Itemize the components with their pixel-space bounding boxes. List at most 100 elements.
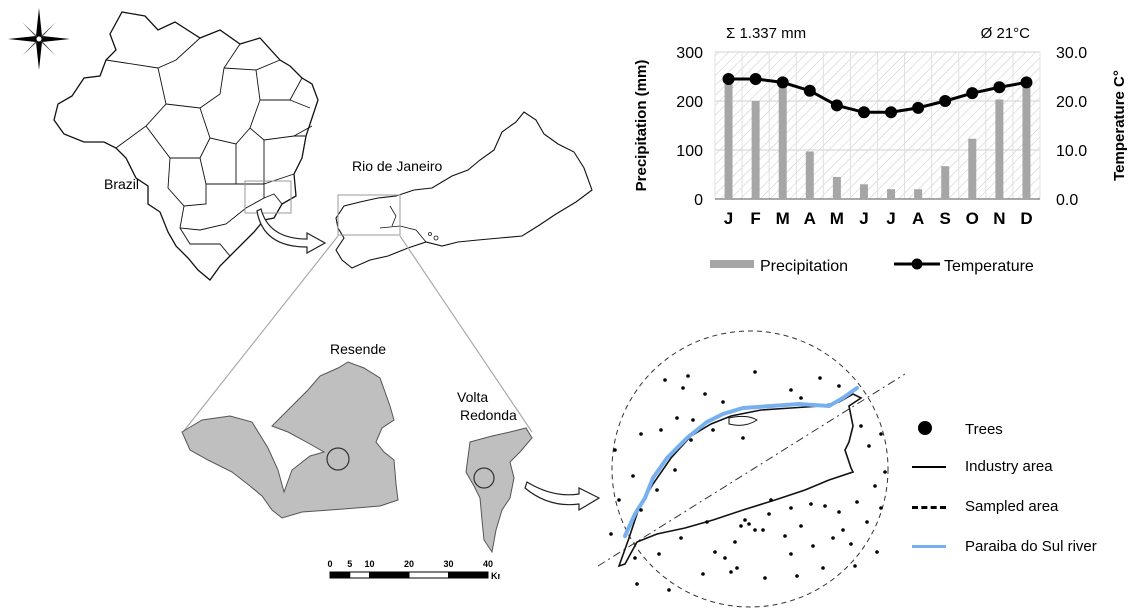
x-tick-label: A (804, 209, 816, 228)
brazil-label: Brazil (104, 176, 140, 192)
x-tick-label: O (966, 209, 979, 228)
tree-dot (617, 498, 621, 502)
precipitation-total-annotation: Σ 1.337 mm (726, 25, 806, 42)
rj-state-map (335, 111, 593, 269)
curved-arrow-icon-2 (524, 481, 601, 512)
tree-dot (659, 428, 663, 432)
legend-label-river: Paraiba do Sul river (965, 538, 1097, 555)
tree-dot (753, 370, 757, 374)
tree-dot (711, 428, 715, 432)
tree-dot (743, 518, 747, 522)
temperature-point (830, 99, 843, 112)
y-tick-label: 0 (694, 192, 703, 209)
scale-bar-tick-label: 5 (347, 559, 352, 569)
tree-dot (831, 536, 835, 540)
precipitation-bar (805, 151, 814, 199)
temperature-point (857, 106, 870, 119)
tree-dot (837, 510, 841, 514)
tree-dot (841, 528, 845, 532)
legend-precipitation-label: Precipitation (760, 258, 848, 275)
legend-item-river: Paraiba do Sul river (912, 538, 1137, 562)
tree-dot (821, 566, 825, 570)
temperature-mean-annotation: Ø 21°C (981, 25, 1031, 42)
river-line-icon (912, 545, 946, 548)
scale-bar-tick-label: 40 (483, 559, 493, 569)
tree-dot (883, 470, 887, 474)
precipitation-bar (914, 189, 923, 199)
precipitation-bar (887, 189, 896, 199)
scale-bar-tick-label: 20 (404, 559, 414, 569)
curved-arrow-icon (256, 208, 327, 255)
temperature-point (912, 101, 925, 114)
volta-redonda-shape (465, 427, 533, 554)
tree-dot (855, 500, 859, 504)
brazil-map (53, 11, 319, 281)
volta-redonda-label-1: Volta (457, 389, 489, 405)
tree-dot (635, 582, 639, 586)
trees-symbol-icon (918, 421, 932, 435)
tree-dot (873, 484, 877, 488)
temperature-point (1020, 76, 1033, 89)
solid-line-icon (912, 466, 946, 468)
rj-label: Rio de Janeiro (352, 158, 443, 174)
tree-dot (713, 550, 717, 554)
scale-bar-segment (329, 571, 351, 579)
precipitation-bar (941, 166, 950, 199)
y-axis-title: Precipitation (mm) (633, 60, 650, 192)
tree-dot (735, 566, 739, 570)
tree-dot (879, 432, 883, 436)
tree-dot (789, 388, 793, 392)
tree-dot (799, 524, 803, 528)
y-tick-label: 100 (676, 143, 703, 160)
precipitation-bar (1022, 81, 1031, 199)
precipitation-bar (968, 138, 977, 199)
tree-dot (739, 524, 743, 528)
tree-dot (783, 534, 787, 538)
temperature-point (803, 84, 816, 97)
volta-redonda-label-2: Redonda (460, 407, 517, 423)
scale-bar-segment (369, 571, 410, 579)
tree-dot (809, 502, 813, 506)
scale-bar-segment (448, 571, 489, 579)
tree-dot (633, 556, 637, 560)
y2-tick-label: 0.0 (1056, 192, 1078, 209)
legend-item-trees: Trees (912, 419, 1137, 443)
x-tick-label: J (886, 209, 895, 228)
temperature-point (722, 72, 735, 85)
resende-study-circle (326, 447, 350, 471)
precipitation-bar (995, 99, 1004, 199)
resende-label: Resende (330, 341, 387, 357)
scale-bar-segment (408, 571, 449, 579)
tree-dot (859, 424, 863, 428)
tree-dot (865, 520, 869, 524)
precipitation-bar (859, 184, 868, 199)
tree-dot (875, 550, 879, 554)
precipitation-bar (724, 78, 733, 199)
tree-dot (689, 438, 693, 442)
precipitation-bar (778, 82, 787, 199)
volta-redonda-study-circle (473, 467, 495, 489)
tree-dot (691, 418, 695, 422)
temperature-point (993, 81, 1006, 94)
x-tick-label: F (750, 209, 760, 228)
y-tick-label: 200 (676, 94, 703, 111)
legend-label-sampled: Sampled area (965, 498, 1059, 515)
precipitation-bar (751, 101, 760, 199)
tree-dot (761, 528, 765, 532)
sampled-area-diagonal (597, 373, 906, 567)
study-area-map (597, 330, 906, 608)
tree-dot (703, 392, 707, 396)
resende-shape (181, 361, 399, 519)
y2-tick-label: 10.0 (1056, 143, 1087, 160)
tree-dot (818, 376, 822, 380)
temperature-point (776, 76, 789, 89)
tree-dot (799, 396, 803, 400)
x-tick-label: J (859, 209, 868, 228)
tree-dot (667, 588, 671, 592)
temperature-point (749, 72, 762, 85)
scale-bar-tick-label: 10 (364, 559, 374, 569)
tree-dot (723, 556, 727, 560)
river-line (623, 386, 859, 538)
